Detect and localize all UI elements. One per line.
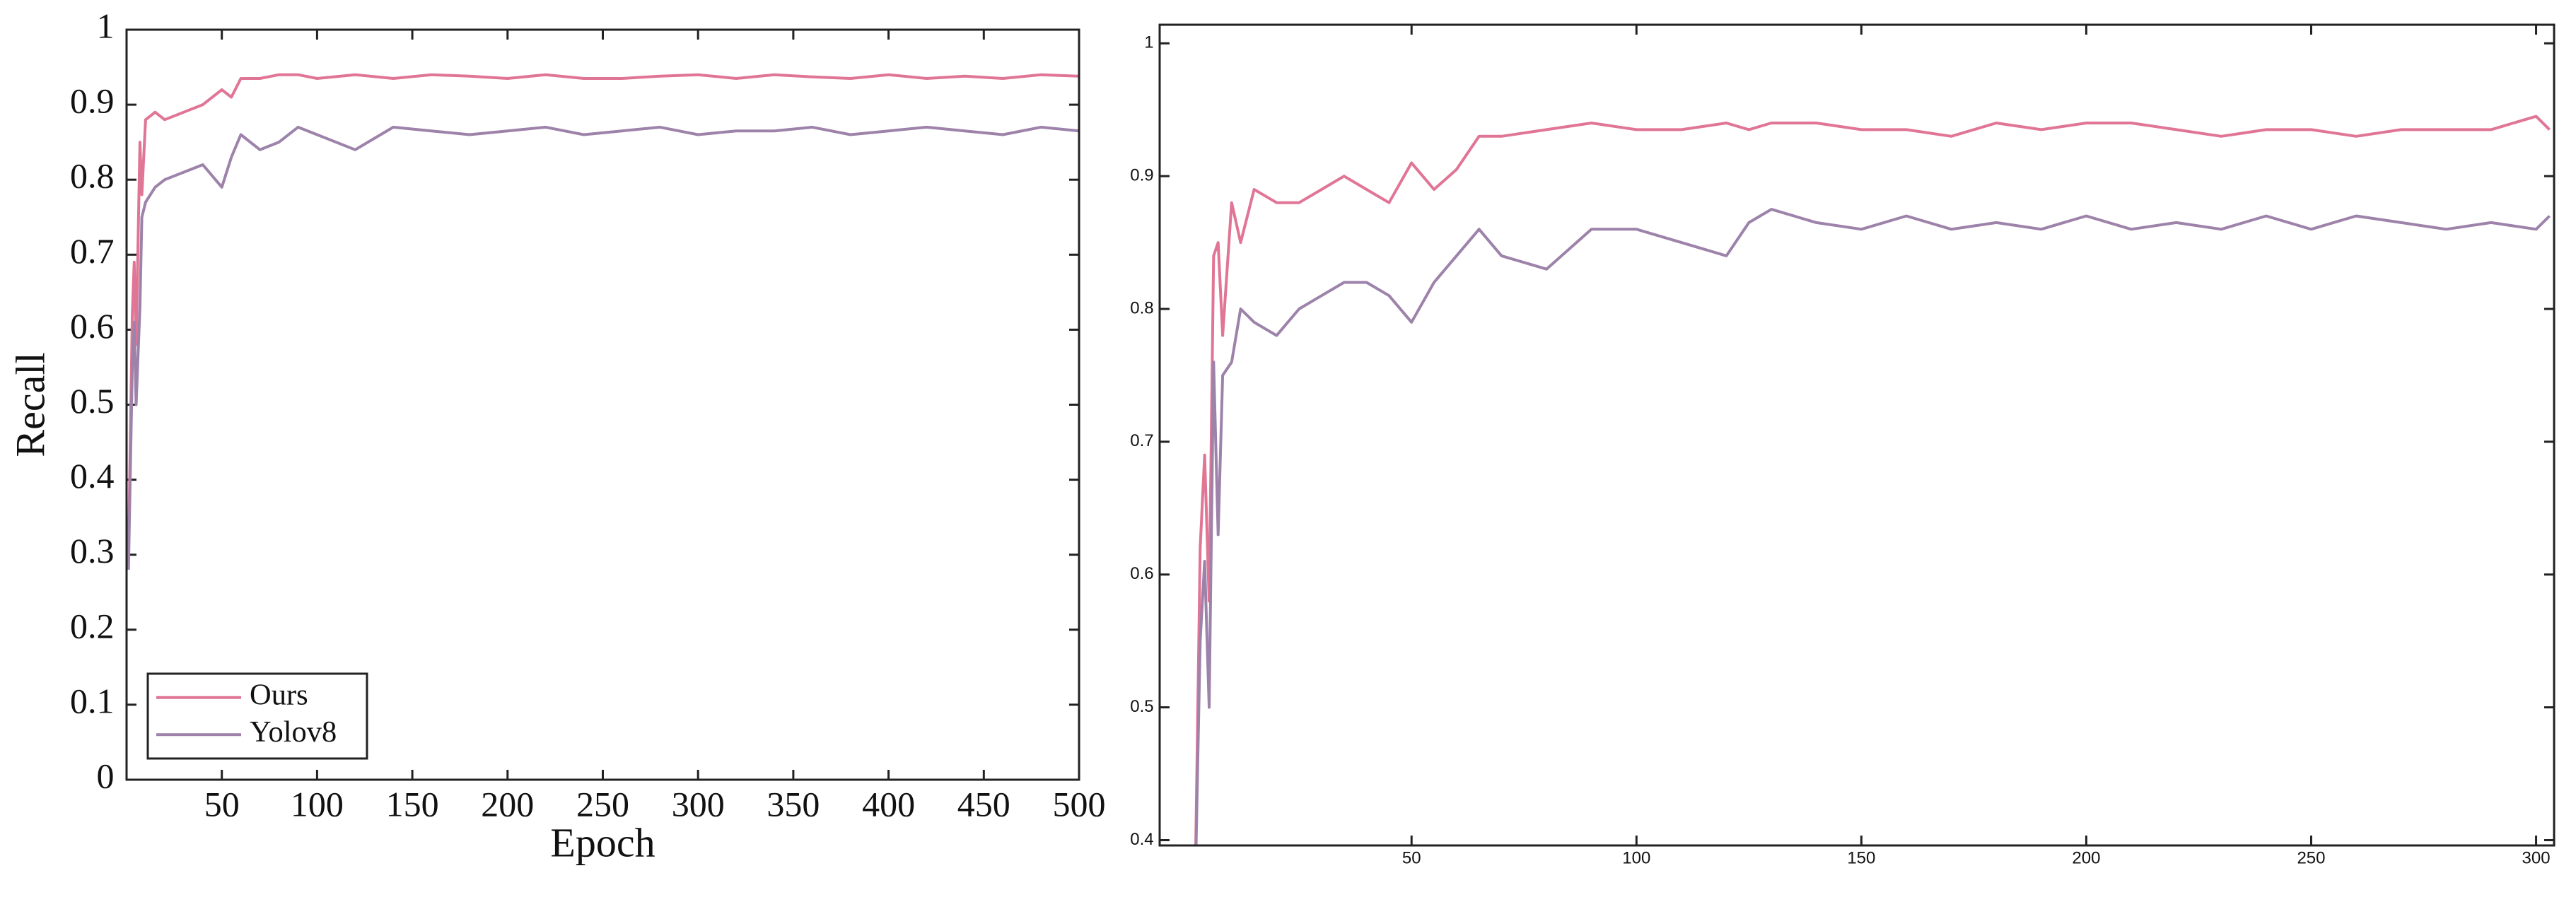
- x-axis-label: Epoch: [550, 819, 655, 865]
- series-line: [1194, 115, 2551, 845]
- y-tick-label: 0.9: [1130, 166, 1153, 185]
- y-tick-label: 0.7: [70, 231, 115, 271]
- legend-label: Yolov8: [250, 715, 337, 749]
- legend-label: Ours: [250, 679, 308, 712]
- series-line: [127, 73, 1079, 555]
- plot-lines: [1194, 115, 2551, 845]
- x-tick-label: 450: [957, 784, 1010, 824]
- x-tick-label: 150: [386, 784, 439, 824]
- x-tick-label: 300: [672, 784, 725, 824]
- y-tick-label: 0.9: [70, 81, 115, 121]
- series-line: [1194, 208, 2551, 845]
- x-tick-label: 150: [1847, 849, 1875, 868]
- x-tick-label: 500: [1053, 784, 1106, 824]
- y-tick-label: 0.5: [70, 381, 115, 421]
- legend-box: [146, 672, 368, 760]
- x-tick-label: 50: [204, 784, 240, 824]
- y-tick-label: 0.6: [1130, 564, 1153, 583]
- x-tick-label: 250: [576, 784, 629, 824]
- x-tick-label: 200: [2072, 849, 2100, 868]
- x-tick-label: 50: [1402, 849, 1421, 868]
- y-tick-label: 0.8: [70, 156, 115, 196]
- y-tick-label: 0.7: [1130, 431, 1153, 450]
- series-line: [127, 125, 1079, 570]
- y-tick-label: 1: [1144, 33, 1153, 52]
- x-tick-label: 250: [2297, 849, 2325, 868]
- x-tick-label: 100: [1622, 849, 1650, 868]
- x-tick-label: 400: [862, 784, 915, 824]
- plot-lines: [127, 73, 1079, 570]
- y-tick-label: 0.6: [70, 306, 115, 346]
- plot-frame: [1158, 23, 2555, 847]
- y-tick-label: 0.8: [1130, 298, 1153, 317]
- y-tick-label: 0.3: [70, 531, 115, 570]
- x-tick-label: 350: [767, 784, 820, 824]
- x-tick-label: 100: [291, 784, 344, 824]
- y-tick-label: 0: [97, 756, 115, 795]
- y-tick-label: 0.4: [70, 456, 115, 496]
- x-tick-label: 200: [481, 784, 534, 824]
- y-tick-label: 1: [97, 6, 115, 45]
- y-tick-label: 0.4: [1130, 830, 1153, 849]
- y-axis-label: Recall: [7, 352, 53, 457]
- y-tick-label: 0.2: [70, 606, 115, 645]
- x-tick-label: 300: [2522, 849, 2551, 868]
- plot-frame: [125, 28, 1080, 781]
- y-tick-label: 0.5: [1130, 697, 1153, 716]
- y-tick-label: 0.1: [70, 681, 115, 720]
